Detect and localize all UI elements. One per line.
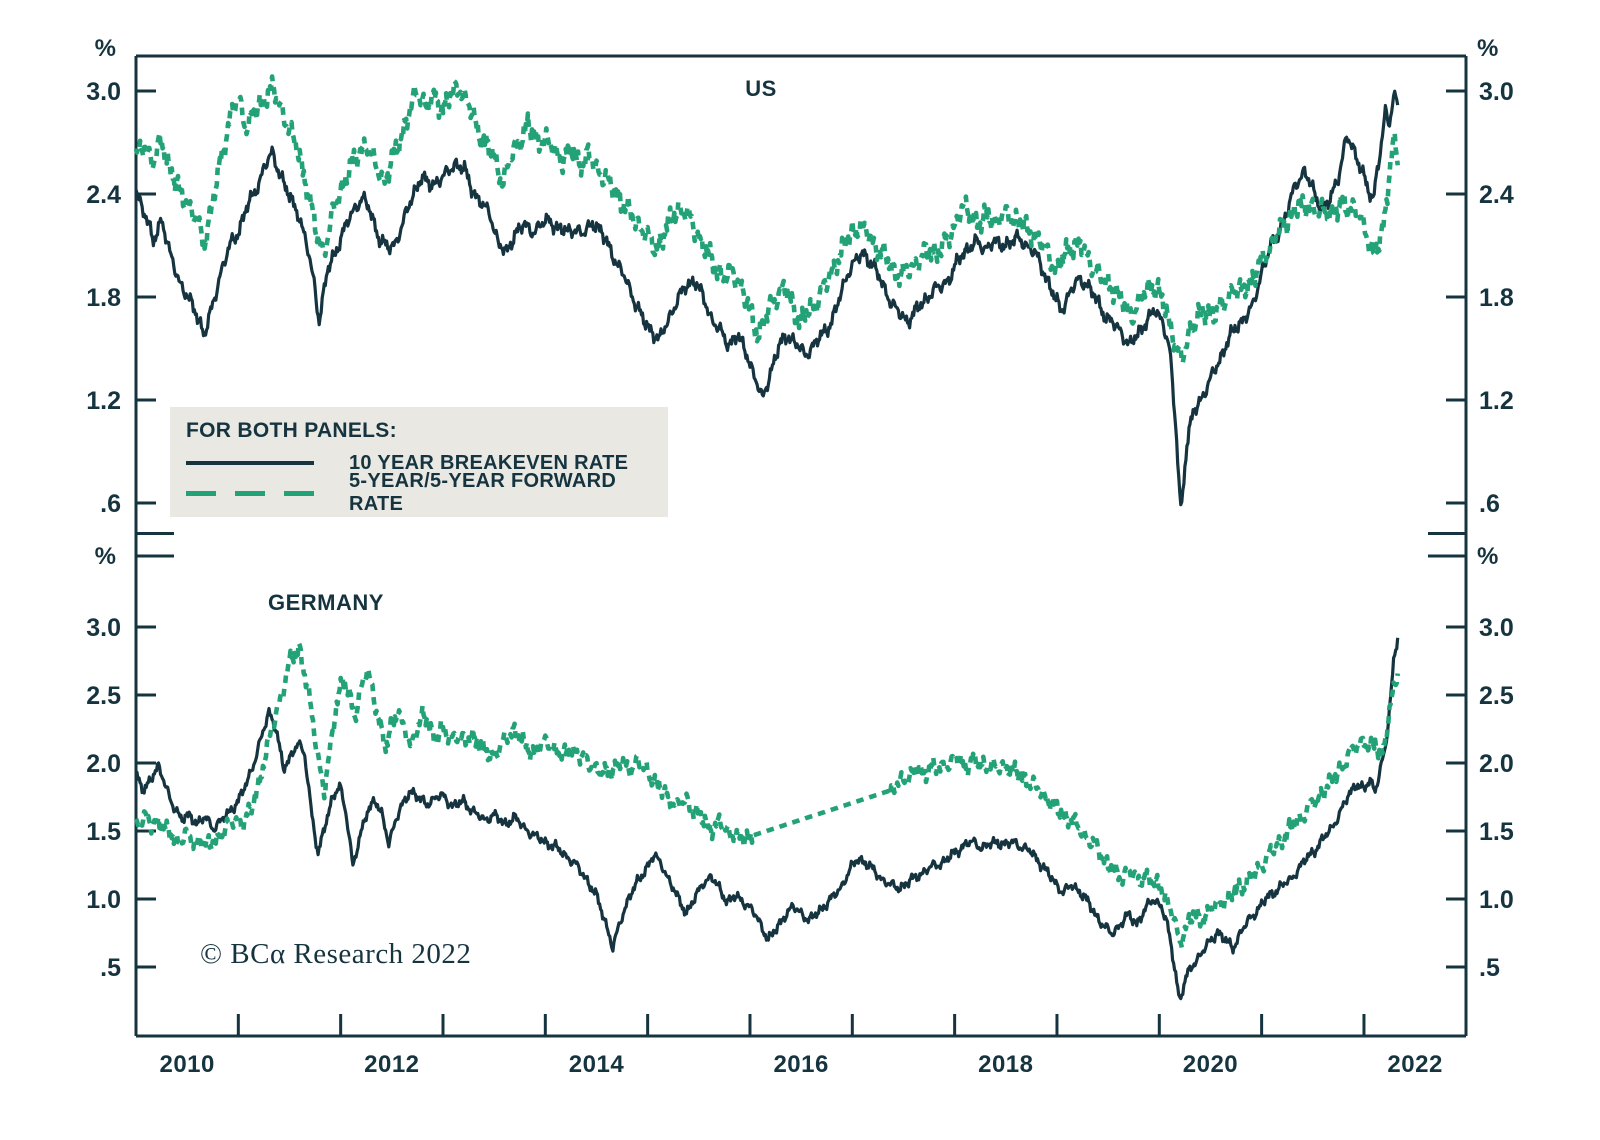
- axis-label: 1.0: [1479, 886, 1514, 914]
- axis-label: 2010: [159, 1051, 214, 1078]
- axis-label: 3.0: [1479, 614, 1514, 642]
- copyright-text: © BCα Research 2022: [200, 938, 472, 970]
- axis-label: 2014: [569, 1051, 625, 1078]
- panel-title-germany: GERMANY: [268, 590, 384, 615]
- axis-label: .5: [1479, 954, 1500, 982]
- axis-label: %: [1477, 35, 1498, 62]
- axis-label: 1.2: [86, 387, 121, 415]
- axis-label: 2.5: [86, 682, 121, 710]
- axis-label: 2022: [1387, 1051, 1442, 1078]
- axis-label: %: [95, 543, 116, 570]
- panel-title-us: US: [745, 76, 777, 101]
- axis-label: 3.0: [86, 614, 121, 642]
- panel-germany: 3.0 3.0 2.5 2.5 2.0 2.0 1.5 1.5 1.0 1.0 .5 .5%%: [86, 543, 1514, 1001]
- axis-label: 2.4: [1479, 181, 1514, 209]
- axis-label: .6: [100, 490, 121, 518]
- legend-title: FOR BOTH PANELS:: [186, 419, 397, 442]
- axis-label: .6: [1479, 490, 1500, 518]
- axis-label: 1.2: [1479, 387, 1514, 415]
- axis-label: %: [95, 35, 116, 62]
- legend: FOR BOTH PANELS: 10 YEAR BREAKEVEN RATE …: [170, 407, 668, 517]
- germany-breakeven-line: [134, 637, 1400, 1001]
- axis-label: 2.0: [1479, 750, 1514, 778]
- axis-label: 2018: [978, 1051, 1033, 1078]
- axis-label: 2.5: [1479, 682, 1514, 710]
- axis-label: 3.0: [1479, 78, 1514, 106]
- legend-item-label: 10 YEAR BREAKEVEN RATE: [349, 451, 629, 474]
- axis-label: 1.8: [86, 284, 121, 312]
- axis-label: .5: [100, 954, 121, 982]
- x-axis: 2010 2012 2014 2016 2018 2020 2022: [159, 1014, 1442, 1078]
- dashed-line-swatch: [186, 490, 314, 496]
- solid-line-swatch: [186, 461, 314, 465]
- axis-label: 2012: [364, 1051, 419, 1078]
- axis-label: 2.4: [86, 181, 121, 209]
- axis-label: 3.0: [86, 78, 121, 106]
- axis-label: 1.8: [1479, 284, 1514, 312]
- axis-label: 1.0: [86, 886, 121, 914]
- legend-item-label: 5-YEAR/5-YEAR FORWARD RATE: [349, 470, 617, 515]
- axis-label: %: [1477, 543, 1498, 570]
- us-forward-rate-line: [133, 74, 1400, 366]
- axis-label: 1.5: [1479, 818, 1514, 846]
- germany-forward-rate-line: [133, 640, 1400, 950]
- axis-label: 1.5: [86, 818, 121, 846]
- axis-label: 2020: [1183, 1051, 1238, 1078]
- chart-frame: [134, 54, 1468, 1038]
- axis-label: 2016: [773, 1051, 828, 1078]
- legend-item-breakeven: 10 YEAR BREAKEVEN RATE: [186, 448, 652, 478]
- panel-us: 3.0 3.0 2.4 2.4 1.8 1.8 1.2 1.2 .6 .6%%: [86, 35, 1514, 518]
- us-breakeven-line: [134, 89, 1400, 507]
- axis-label: 2.0: [86, 750, 121, 778]
- legend-item-forward: 5-YEAR/5-YEAR FORWARD RATE: [186, 470, 652, 515]
